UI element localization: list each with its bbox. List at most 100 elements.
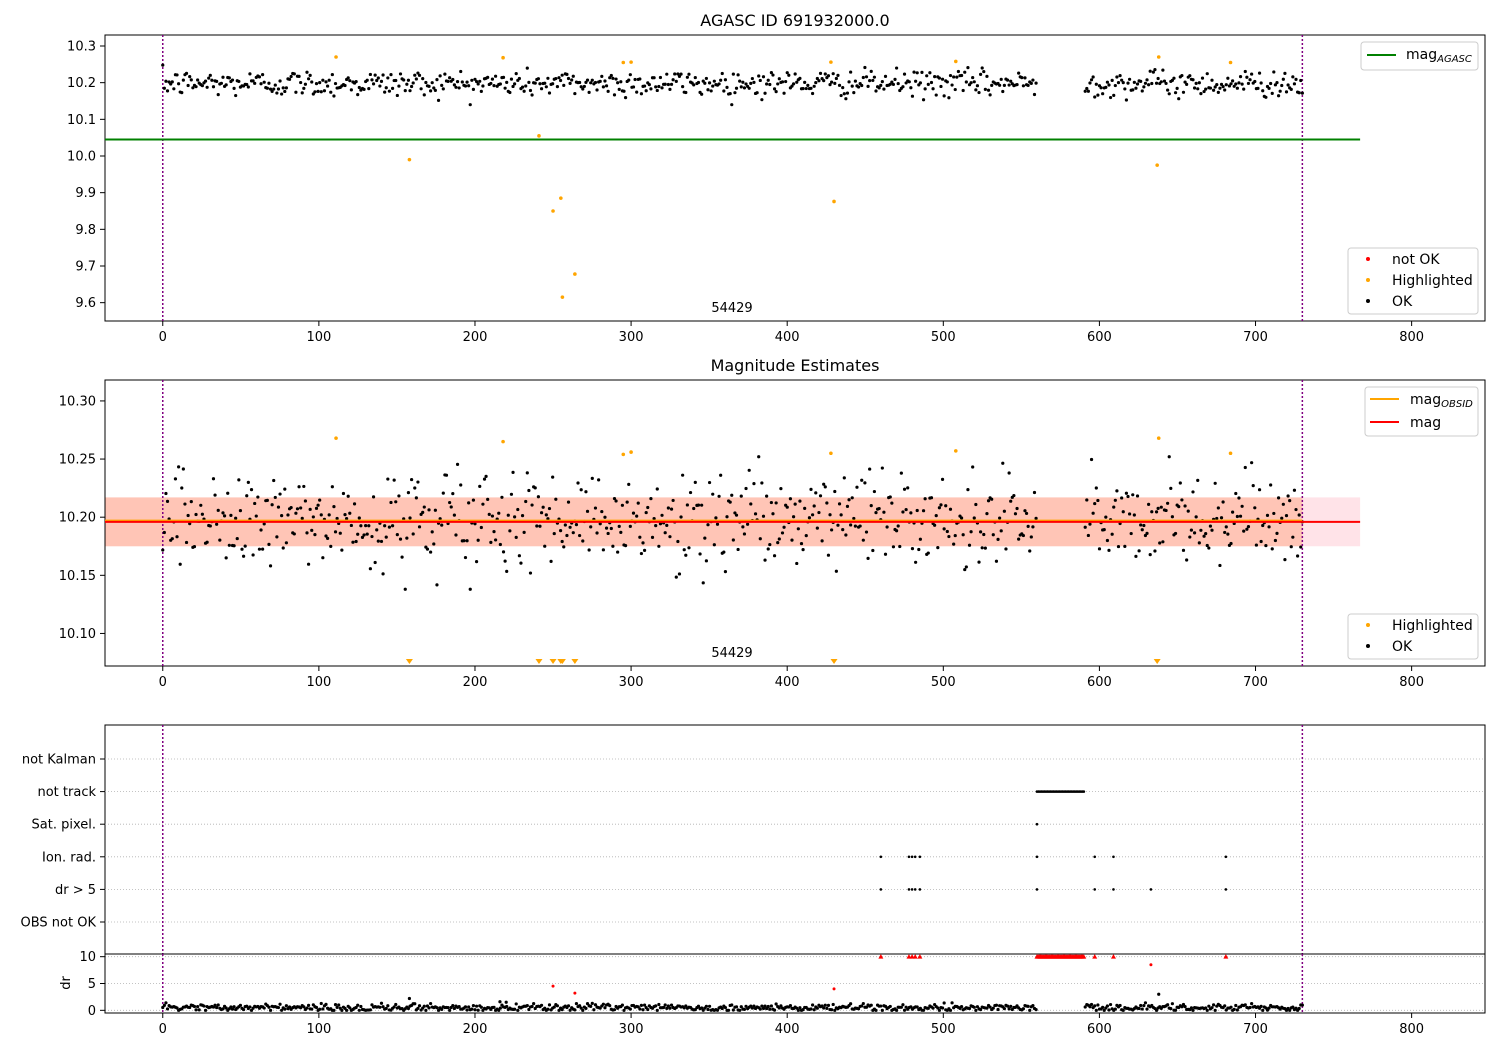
- panel2-ok-point: [1161, 540, 1165, 544]
- panel1-ok-point: [1153, 67, 1157, 72]
- panel1-ok-point: [1231, 79, 1235, 83]
- panel2-ok-point: [513, 515, 517, 519]
- panel2-xtick-label: 200: [463, 675, 488, 690]
- panel2-ok-point: [1028, 549, 1032, 553]
- panel2-ok-point: [765, 494, 769, 498]
- panel1-ok-point: [934, 93, 938, 97]
- panel1-ok-point: [429, 89, 433, 93]
- panel4-ok-point: [1028, 1008, 1032, 1012]
- panel4-ok-point: [909, 1005, 913, 1009]
- panel2-ok-point: [1177, 504, 1181, 509]
- panel2-ok-point: [994, 559, 999, 563]
- panel1-ok-point: [685, 75, 689, 79]
- panel2-ok-point: [474, 560, 479, 564]
- panel4-xtick-label: 500: [931, 1022, 956, 1037]
- panel4-ok-point: [474, 1004, 479, 1008]
- panel2-ok-point: [614, 499, 618, 503]
- panel2-ok-point: [1272, 511, 1276, 516]
- panel2-ok-point: [256, 495, 260, 499]
- panel4-ok-point: [1180, 1005, 1184, 1009]
- panel1-ok-point: [533, 81, 537, 85]
- panel2-ok-point: [1159, 505, 1163, 509]
- panel1-ok-point: [915, 71, 919, 75]
- panel2-ok-point: [345, 516, 349, 521]
- panel3-flag-point: [1149, 888, 1153, 891]
- panel4-ok-point: [417, 1004, 422, 1008]
- panel4-ok-point: [628, 1007, 632, 1011]
- panel1-ok-point: [1026, 83, 1030, 88]
- panel1-ok-point: [1276, 94, 1281, 98]
- panel1-ok-point: [1105, 80, 1109, 84]
- panel1-ok-point: [642, 84, 647, 88]
- panel1-ok-point: [543, 81, 547, 85]
- panel2-ok-point: [1083, 525, 1087, 529]
- panel1-ok-point: [551, 82, 555, 86]
- panel1-ok-point: [1264, 95, 1268, 99]
- panel4-ok-point: [305, 1006, 309, 1010]
- panel3-flag-point: [1112, 855, 1115, 859]
- panel2-ok-point: [454, 533, 458, 537]
- panel2-ok-point: [1120, 496, 1124, 500]
- panel4-ok-point: [479, 1005, 483, 1009]
- panel4-not-ok-point: [551, 984, 555, 988]
- panel1-ok-point: [600, 74, 604, 78]
- panel2-ok-point: [471, 498, 476, 502]
- panel2-ok-point: [1112, 505, 1116, 509]
- panel1-ok-point: [614, 77, 618, 81]
- panel4-xtick-label: 300: [619, 1022, 644, 1037]
- panel1-ok-point: [741, 80, 745, 84]
- panel4-ytick-label: 0: [88, 1004, 96, 1019]
- panel2-ok-point: [1170, 515, 1174, 519]
- panel2-ok-point: [340, 548, 344, 552]
- panel1-ok-point: [693, 75, 697, 80]
- panel1-ok-point: [421, 77, 425, 81]
- panel2-ok-point: [180, 486, 184, 490]
- panel4-ok-point: [720, 1006, 724, 1011]
- panel1-ok-point: [966, 66, 970, 70]
- panel1-ok-point: [747, 86, 751, 90]
- panel1-ok-point: [1218, 86, 1222, 90]
- panel2-ok-point: [777, 537, 781, 541]
- panel1-ok-point: [652, 76, 656, 80]
- panel2-ok-point: [432, 542, 436, 546]
- panel4-ok-point: [739, 1005, 743, 1009]
- panel1-ok-point: [398, 72, 403, 76]
- panel1-ok-point: [837, 83, 842, 87]
- panel1-ok-point: [1172, 76, 1176, 80]
- panel4-ok-point: [579, 1006, 583, 1010]
- panel2-ok-point: [779, 487, 783, 491]
- panel2-ok-point: [785, 505, 789, 509]
- panel1-ok-point: [530, 93, 534, 97]
- panel2-legend-point-label: OK: [1392, 639, 1413, 655]
- panel1-ok-point: [999, 77, 1003, 81]
- panel3-flag-point: [918, 855, 922, 859]
- panel4-ok-point: [812, 1008, 816, 1012]
- panel2-ok-point: [926, 551, 930, 555]
- panel2-ok-point: [413, 486, 417, 490]
- panel1-ok-point: [609, 73, 613, 78]
- panel1-ok-point: [424, 80, 428, 85]
- panel1-xtick-label: 800: [1399, 330, 1424, 345]
- panel1-ok-point: [224, 83, 228, 87]
- panel1-ok-point: [547, 91, 552, 95]
- panel2-ok-point: [1199, 528, 1203, 532]
- panel1-ok-point: [795, 80, 799, 84]
- panel1-ok-point: [845, 91, 850, 95]
- panel2-ok-point: [774, 501, 778, 505]
- panel1-ok-point: [749, 81, 753, 85]
- panel2-highlighted-point: [629, 450, 633, 454]
- panel2-ok-point: [799, 541, 804, 546]
- panel2-ok-point: [427, 508, 431, 512]
- panel1-ok-point: [215, 79, 219, 84]
- panel2-ok-point: [246, 480, 250, 484]
- panel1-ok-point: [660, 86, 664, 90]
- panel1-ok-point: [823, 72, 827, 76]
- panel2-ok-point: [295, 507, 300, 511]
- panel2-ok-point: [1291, 535, 1295, 539]
- panel1-ok-point: [465, 80, 469, 84]
- panel2-ok-point: [1237, 496, 1241, 500]
- panel4-ok-point: [356, 1003, 360, 1007]
- panel2-ok-point: [370, 534, 374, 539]
- panel1-ok-point: [1257, 71, 1262, 75]
